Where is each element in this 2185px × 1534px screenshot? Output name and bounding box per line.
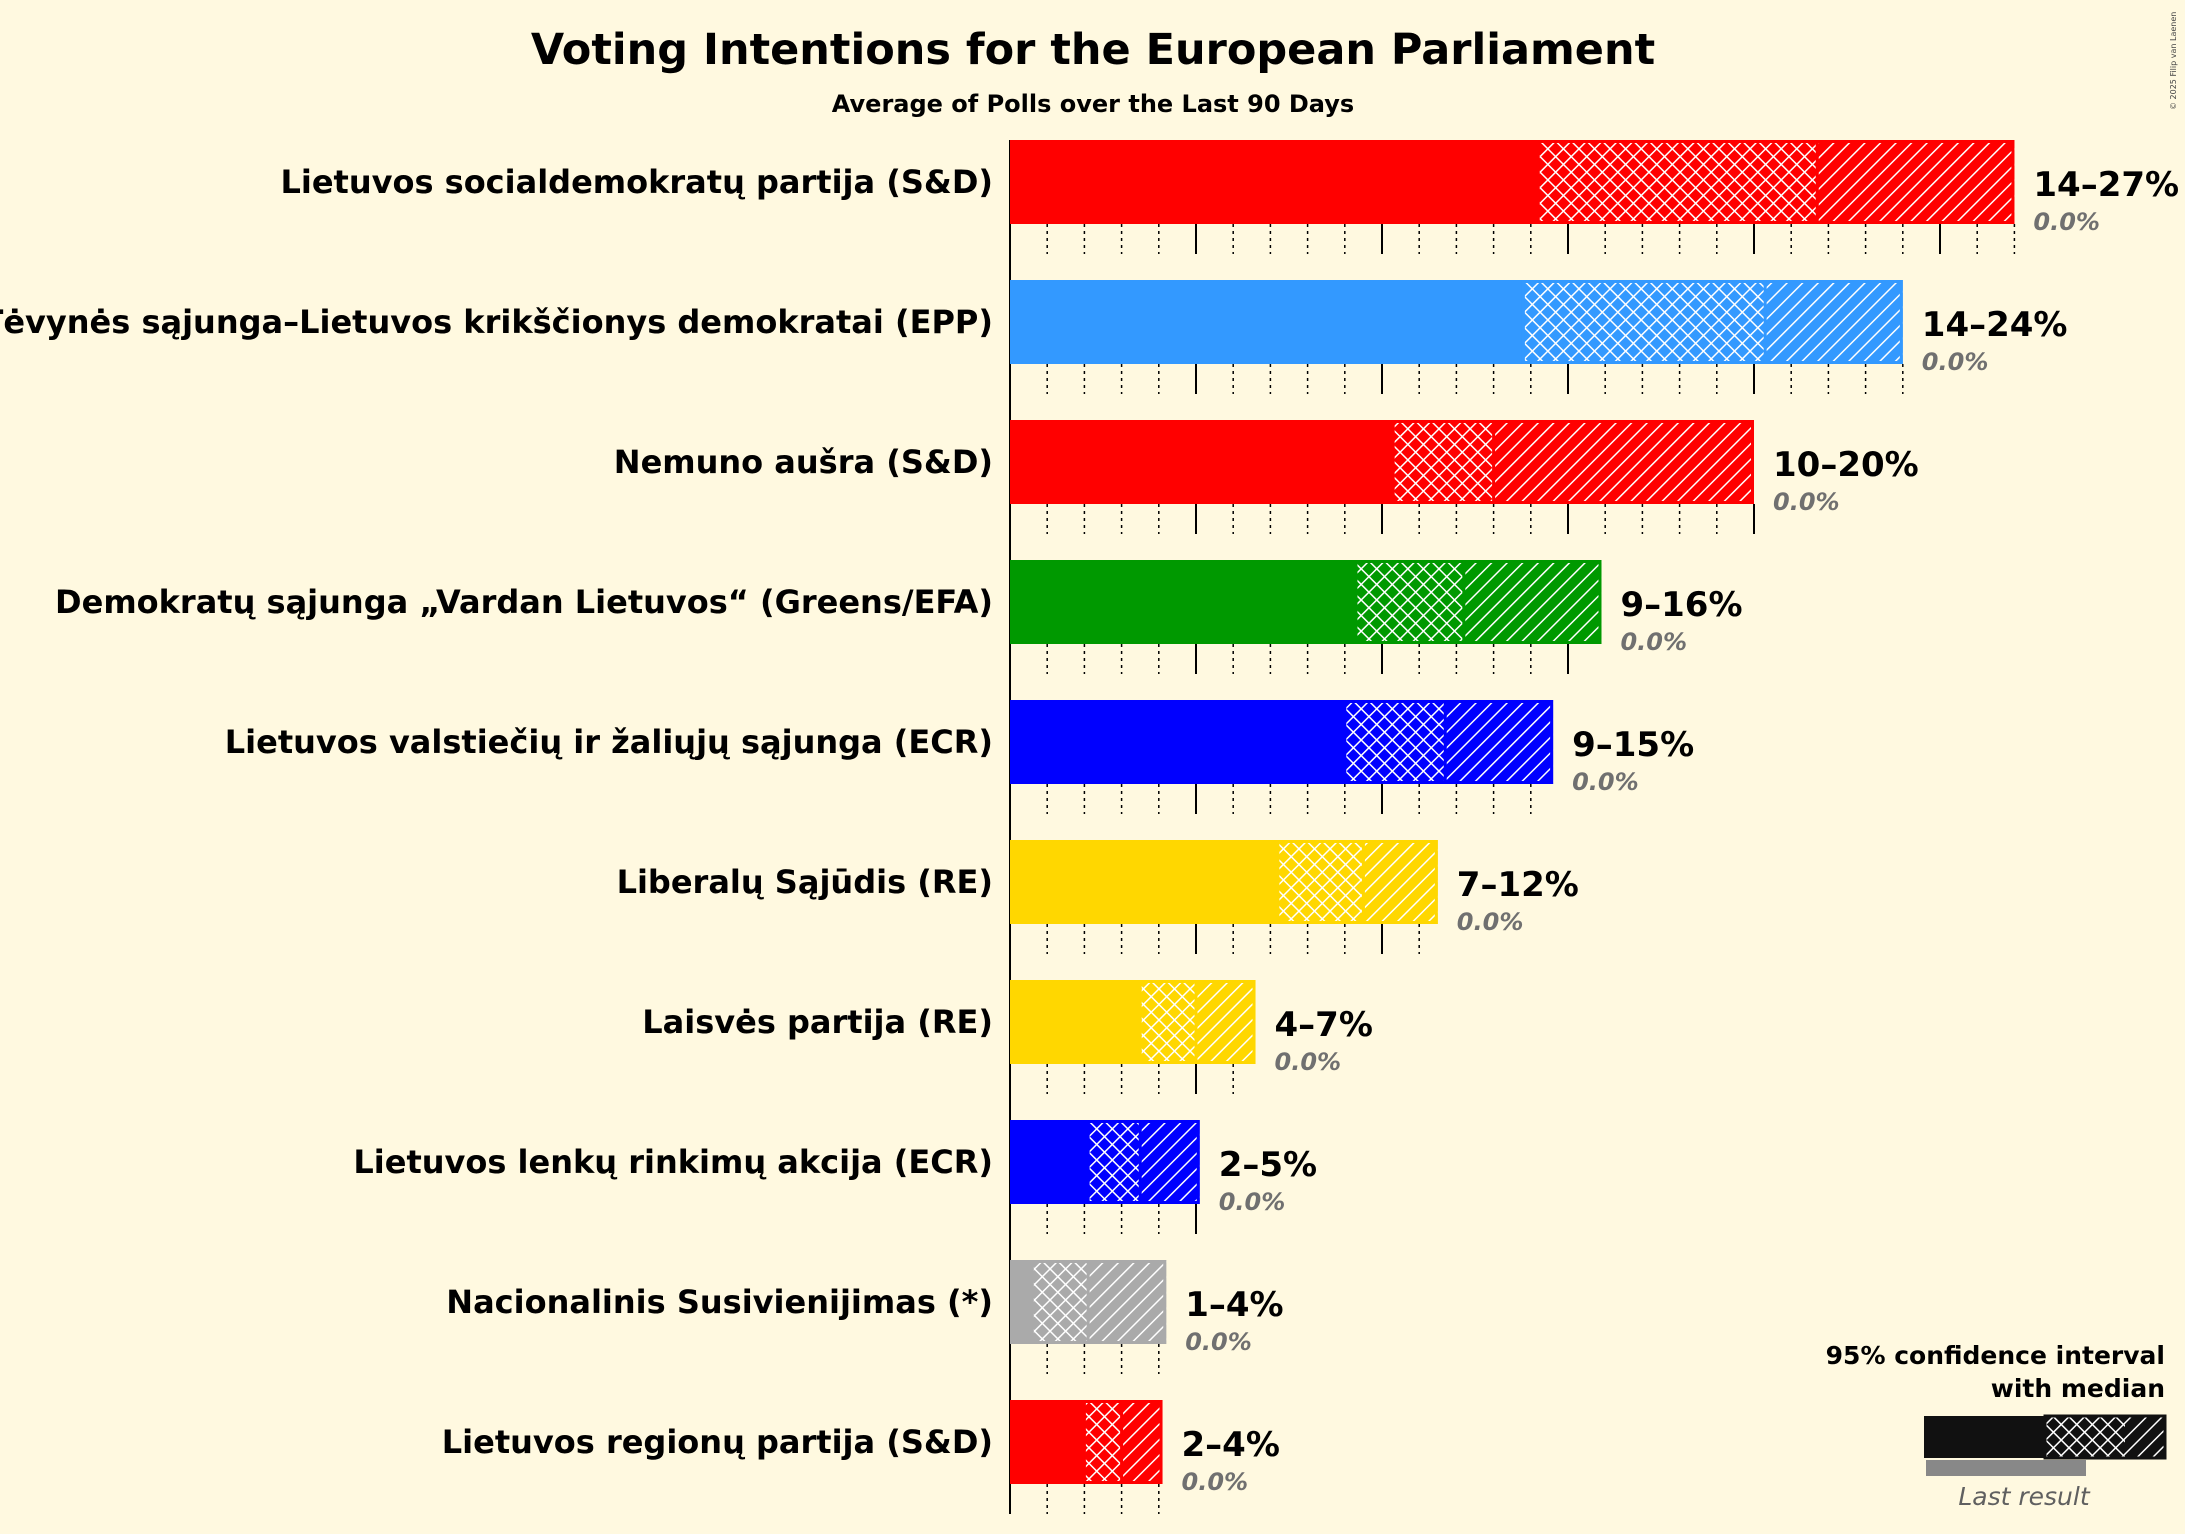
- legend-outline: [2043, 1414, 2167, 1460]
- bar-ci-outline: [1276, 840, 1438, 924]
- bar-ci-outline: [1343, 700, 1554, 784]
- last-result-label: 0.0%: [1773, 488, 1840, 516]
- bar-ci-lower-pattern: [1032, 1260, 1089, 1344]
- chart-subtitle: Average of Polls over the Last 90 Days: [832, 90, 1354, 118]
- bar-solid: [1010, 980, 1141, 1064]
- bar-ci-upper-pattern: [1493, 420, 1754, 504]
- bar-solid: [1010, 420, 1394, 504]
- bar-solid: [1010, 1120, 1089, 1204]
- bar-ci-outline: [1354, 560, 1602, 644]
- range-label: 10–20%: [1773, 445, 1919, 485]
- last-result-label: 0.0%: [1219, 1188, 1286, 1216]
- legend-last-result-label: Last result: [1958, 1482, 2090, 1511]
- range-label: 2–5%: [1219, 1145, 1317, 1185]
- last-result-label: 0.0%: [1457, 908, 1524, 936]
- range-label: 2–4%: [1182, 1425, 1280, 1465]
- bar-ci-outline: [1391, 420, 1755, 504]
- bar-ci-upper-pattern: [1445, 700, 1554, 784]
- bar-ci-upper-pattern: [1765, 280, 1903, 364]
- bar-ci-upper-pattern: [1363, 840, 1438, 924]
- range-label: 4–7%: [1275, 1005, 1373, 1045]
- bar-solid: [1010, 840, 1278, 924]
- legend-solid-swatch: [1924, 1416, 2045, 1458]
- bar-solid: [1010, 1400, 1085, 1484]
- legend-cross-overlay: [2045, 1416, 2125, 1458]
- bar-ci-outline: [1536, 140, 2015, 224]
- range-label: 9–15%: [1572, 725, 1694, 765]
- last-result-label: 0.0%: [1182, 1468, 1249, 1496]
- party-label: Nemuno aušra (S&D): [614, 443, 993, 481]
- bar-solid: [1010, 140, 1539, 224]
- bar-solid: [1010, 560, 1356, 644]
- bars-layer: Lietuvos socialdemokratų partija (S&D) 14…: [0, 140, 2179, 1496]
- bar-solid: [1010, 1260, 1033, 1344]
- bar-ci-lower-pattern: [1084, 1400, 1122, 1484]
- party-label: Nacionalinis Susivienijimas (*): [446, 1283, 993, 1321]
- legend: 95% confidence interval with median Last…: [1826, 1341, 2167, 1511]
- range-label: 14–24%: [1922, 305, 2068, 345]
- bar-ci-lower-pattern: [1523, 280, 1766, 364]
- legend-last-result-bar: [1926, 1460, 2086, 1476]
- party-label: Lietuvos valstiečių ir žaliųjų sąjunga (…: [225, 723, 993, 761]
- bar-solid: [1010, 700, 1345, 784]
- bar-ci-lower-pattern: [1344, 700, 1446, 784]
- bar-ci-upper-pattern: [1121, 1400, 1163, 1484]
- party-label: Liberalų Sąjūdis (RE): [617, 863, 993, 901]
- legend-ci-label: 95% confidence interval: [1826, 1341, 2165, 1370]
- bar-ci-lower-pattern: [1140, 980, 1196, 1064]
- party-label: Lietuvos lenkų rinkimų akcija (ECR): [353, 1143, 993, 1181]
- range-label: 7–12%: [1457, 865, 1579, 905]
- bar-ci-upper-pattern: [1088, 1260, 1167, 1344]
- range-label: 9–16%: [1620, 585, 1742, 625]
- party-label: Lietuvos socialdemokratų partija (S&D): [280, 163, 993, 201]
- bar-ci-lower-pattern: [1538, 140, 1818, 224]
- gridlines: [1009, 140, 2016, 1514]
- range-label: 14–27%: [2033, 165, 2179, 205]
- last-result-label: 0.0%: [1620, 628, 1687, 656]
- copyright-text: © 2025 Filip van Laenen: [2169, 12, 2178, 110]
- bar-ci-upper-pattern: [1140, 1120, 1200, 1204]
- legend-hatch-overlay: [2125, 1416, 2165, 1458]
- legend-median-label: with median: [1991, 1374, 2165, 1403]
- last-result-label: 0.0%: [1922, 348, 1989, 376]
- last-result-label: 0.0%: [1275, 1048, 1342, 1076]
- bar-ci-lower-pattern: [1088, 1120, 1141, 1204]
- bar-ci-outline: [1521, 280, 1903, 364]
- chart-title: Voting Intentions for the European Parli…: [531, 25, 1655, 75]
- bar-ci-outline: [1030, 1260, 1167, 1344]
- bar-ci-lower-pattern: [1277, 840, 1364, 924]
- bar-ci-lower-pattern: [1355, 560, 1464, 644]
- range-label: 1–4%: [1185, 1285, 1283, 1325]
- bar-ci-upper-pattern: [1817, 140, 2015, 224]
- bar-ci-upper-pattern: [1196, 980, 1256, 1064]
- bar-ci-upper-pattern: [1463, 560, 1602, 644]
- party-label: Tėvynės sąjunga–Lietuvos krikščionys dem…: [0, 303, 993, 341]
- party-label: Laisvės partija (RE): [642, 1003, 993, 1041]
- party-label: Demokratų sąjunga „Vardan Lietuvos“ (Gre…: [55, 583, 993, 621]
- bar-ci-lower-pattern: [1393, 420, 1494, 504]
- bar-ci-outline: [1086, 1120, 1200, 1204]
- last-result-label: 0.0%: [1185, 1328, 1252, 1356]
- party-label: Lietuvos regionų partija (S&D): [442, 1423, 993, 1461]
- bar-solid: [1010, 280, 1524, 364]
- last-result-label: 0.0%: [1572, 768, 1639, 796]
- last-result-label: 0.0%: [2033, 208, 2100, 236]
